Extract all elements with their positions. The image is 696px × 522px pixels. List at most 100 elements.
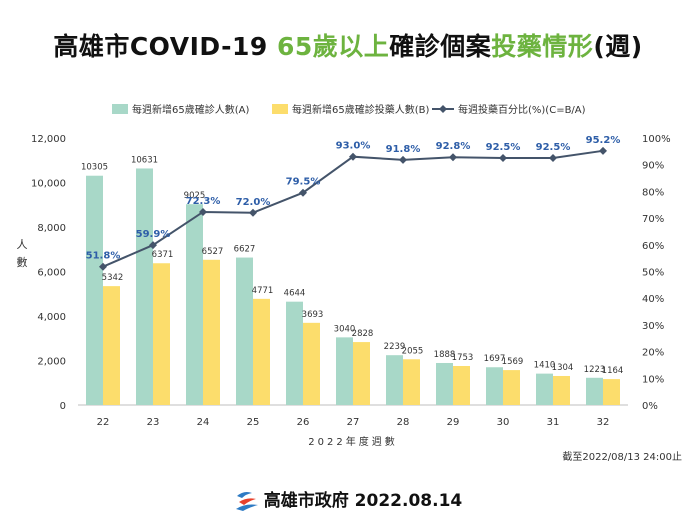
bar-a (436, 362, 453, 405)
bar-b-value-label: 2828 (352, 329, 374, 339)
x-tick-label: 29 (447, 417, 460, 428)
bar-a (536, 373, 553, 405)
bar-a-value-label: 3040 (334, 324, 356, 334)
pct-marker (249, 208, 257, 217)
x-tick-label: 25 (247, 417, 260, 428)
y2-tick-label: 50% (642, 268, 664, 279)
bar-b-value-label: 2055 (402, 346, 424, 356)
footer: 高雄市政府 2022.08.14 (0, 486, 696, 512)
y-tick-label: 0 (60, 401, 66, 412)
pct-value-label: 51.8% (86, 251, 121, 262)
bar-a-value-label: 1697 (484, 354, 506, 364)
y2-tick-label: 30% (642, 321, 664, 332)
pct-marker (549, 154, 557, 163)
bar-a (286, 301, 303, 405)
bar-b (203, 259, 220, 405)
bar-a-value-label: 10631 (131, 155, 158, 165)
bar-b-value-label: 1164 (602, 366, 624, 376)
pct-value-label: 95.2% (586, 135, 621, 146)
legend-label-c: 每週投藥百分比(%)(C=B/A) (458, 103, 586, 116)
pct-marker (99, 262, 107, 271)
pct-value-label: 72.3% (186, 196, 221, 207)
y-tick-label: 2,000 (37, 357, 66, 368)
legend-swatch-a (112, 104, 128, 114)
bar-b (253, 298, 270, 405)
x-tick-label: 26 (297, 417, 310, 428)
x-tick-label: 27 (347, 417, 360, 428)
bar-a-value-label: 10305 (81, 163, 108, 173)
bar-a-value-label: 1410 (534, 361, 556, 371)
x-tick-label: 22 (97, 417, 110, 428)
bar-a (236, 257, 253, 405)
pct-marker (399, 155, 407, 164)
legend-label-b: 每週新增65歲確診投藥人數(B) (292, 103, 429, 116)
bar-b-value-label: 5342 (102, 273, 124, 283)
footer-text: 高雄市政府 2022.08.14 (263, 491, 463, 511)
pct-marker (349, 152, 357, 161)
bar-b-value-label: 4771 (252, 286, 274, 296)
bar-a-value-label: 1888 (434, 350, 456, 360)
bar-b (603, 379, 620, 405)
pct-value-label: 72.0% (236, 197, 271, 208)
bar-a-value-label: 2239 (384, 342, 406, 352)
bar-a (186, 204, 203, 405)
y2-tick-label: 0% (642, 401, 658, 412)
kaohsiung-logo-icon (235, 492, 258, 511)
bar-b-value-label: 1569 (502, 357, 524, 367)
y2-tick-label: 20% (642, 348, 664, 359)
legend-marker-c (439, 105, 447, 113)
y-axis-label: 人 (17, 238, 28, 251)
y2-tick-label: 90% (642, 161, 664, 172)
title-part-5: (週) (593, 32, 643, 61)
title-part-4: 投藥情形 (491, 32, 594, 61)
y-tick-label: 12,000 (31, 134, 66, 145)
pct-value-label: 92.8% (436, 141, 471, 152)
legend-swatch-b (272, 104, 288, 114)
bar-a (486, 367, 503, 405)
bar-b (353, 342, 370, 405)
bar-a (86, 175, 103, 405)
y2-tick-label: 80% (642, 187, 664, 198)
bar-b (553, 375, 570, 405)
pct-marker (299, 188, 307, 197)
bar-b (503, 370, 520, 405)
x-tick-label: 24 (197, 417, 210, 428)
pct-marker (149, 241, 157, 250)
bar-b (103, 286, 120, 405)
bar-b (403, 359, 420, 405)
bar-b (153, 263, 170, 405)
y2-tick-label: 70% (642, 214, 664, 225)
pct-value-label: 93.0% (336, 141, 371, 152)
y-tick-label: 4,000 (37, 312, 66, 323)
legend-label-a: 每週新增65歲確診人數(A) (132, 103, 249, 116)
y2-tick-label: 100% (642, 134, 671, 145)
chart-title: 高雄市COVID-19 65歲以上確診個案投藥情形(週) (0, 30, 696, 64)
bar-a (336, 337, 353, 405)
title-part-3: 確診個案 (389, 32, 492, 61)
pct-marker (499, 154, 507, 163)
pct-marker (449, 153, 457, 162)
y2-tick-label: 40% (642, 294, 664, 305)
y-axis-label: 數 (17, 256, 28, 269)
bar-a-value-label: 9025 (184, 191, 206, 201)
pct-value-label: 92.5% (536, 142, 571, 153)
bar-b (453, 365, 470, 405)
pct-value-label: 59.9% (136, 229, 171, 240)
pct-line (102, 149, 604, 268)
pct-marker (199, 207, 207, 216)
x-tick-label: 31 (547, 417, 560, 428)
x-axis-label: 2022年度週數 (308, 435, 397, 448)
title-part-1: 高雄市COVID-19 (53, 32, 277, 61)
y-tick-label: 8,000 (37, 223, 66, 234)
bar-a-value-label: 6627 (234, 245, 256, 255)
pct-value-label: 91.8% (386, 144, 421, 155)
pct-value-label: 79.5% (286, 177, 321, 188)
bar-b-value-label: 6371 (152, 250, 174, 260)
bar-b-value-label: 6527 (202, 247, 224, 257)
bar-b-value-label: 1753 (452, 353, 474, 363)
bar-a-value-label: 1223 (584, 365, 606, 375)
y2-tick-label: 10% (642, 374, 664, 385)
bar-b-value-label: 3693 (302, 310, 324, 320)
y-tick-label: 10,000 (31, 179, 66, 190)
